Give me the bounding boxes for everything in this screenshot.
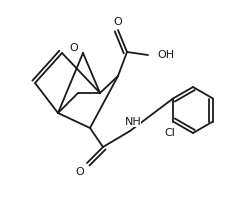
Text: NH: NH — [124, 117, 142, 127]
Text: O: O — [114, 17, 122, 27]
Text: OH: OH — [157, 50, 174, 60]
Text: Cl: Cl — [165, 128, 175, 138]
Text: O: O — [70, 43, 78, 53]
Text: O: O — [76, 167, 84, 177]
